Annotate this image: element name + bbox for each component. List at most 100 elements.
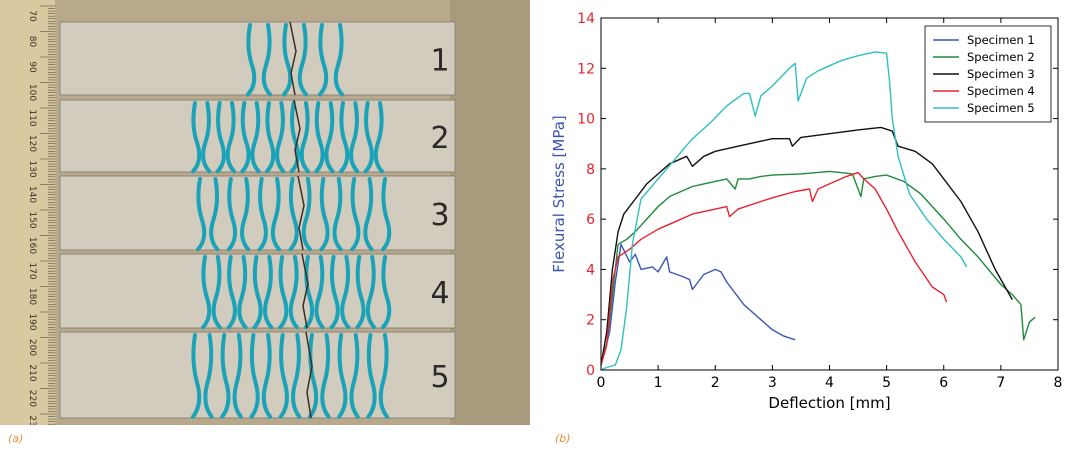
ruler-mark-label: 100 <box>27 84 37 101</box>
crack-marker <box>314 101 325 174</box>
series-line-specimen-4 <box>600 171 948 366</box>
crack-marker <box>201 101 212 174</box>
crack-marker <box>237 255 248 330</box>
crack-marker <box>288 255 299 330</box>
crack-marker <box>307 333 319 419</box>
crack-marker <box>261 333 273 419</box>
ruler-mark-label: 200 <box>27 339 37 356</box>
crack-marker <box>299 101 310 174</box>
crack-marker <box>320 333 331 419</box>
crack-marker <box>319 177 330 252</box>
series-line-specimen-1 <box>600 243 796 366</box>
fracture-line <box>297 175 305 251</box>
ruler-mark-label: 220 <box>27 390 37 407</box>
ruler-mark-label: 120 <box>27 135 37 152</box>
crack-marker <box>220 333 231 419</box>
ruler-mark-label: 140 <box>27 186 37 203</box>
ruler-mark-label: 80 <box>27 36 37 48</box>
crack-marker <box>240 177 251 252</box>
crack-marker <box>278 255 289 330</box>
specimen-number: 5 <box>430 360 449 395</box>
y-tick-label: 0 <box>586 363 595 379</box>
ruler-mark-label: 90 <box>27 61 37 73</box>
crack-marker <box>297 23 308 97</box>
ruler-mark-label: 180 <box>27 288 37 305</box>
crack-marker <box>257 177 268 252</box>
crack-marker <box>252 255 263 330</box>
series-line-specimen-2 <box>600 170 1036 366</box>
crack-marker <box>275 101 286 174</box>
y-tick-label: 4 <box>586 262 595 278</box>
x-tick-label: 0 <box>597 375 606 391</box>
crack-marker <box>337 333 348 419</box>
specimen-number: 2 <box>430 121 449 156</box>
x-tick-label: 1 <box>654 375 663 391</box>
x-tick-label: 5 <box>882 375 891 391</box>
crack-marker <box>363 101 374 174</box>
legend: Specimen 1 Specimen 2 Specimen 3 Specimen 4… <box>924 25 1052 123</box>
ruler-mark-label: 210 <box>27 364 37 381</box>
crack-marker <box>381 177 392 252</box>
crack-marker <box>209 177 220 252</box>
crack-marker <box>288 177 299 252</box>
ruler <box>0 0 55 425</box>
crack-marker <box>350 177 361 252</box>
y-tick-label: 6 <box>586 212 595 228</box>
crack-marker <box>340 255 351 330</box>
panel-caption-a: (a) <box>8 432 24 445</box>
crack-marker <box>249 333 260 419</box>
specimen-photo: 70 80 90 100 110 120 130 140 150 160 170 180 190 200 2… <box>0 0 530 433</box>
x-tick-label: 7 <box>996 375 1005 391</box>
crack-marker <box>282 23 293 97</box>
crack-marker <box>250 101 261 174</box>
crack-marker <box>261 23 272 97</box>
crack-marker <box>232 333 243 419</box>
crack-marker <box>265 101 276 174</box>
series-line-specimen-5 <box>600 51 968 371</box>
flexural-stress-chart: 0 1 2 3 4 5 6 7 8 0 2 4 6 8 10 12 14 Deflection [mm] Flexu… <box>530 0 1066 425</box>
ruler-mark-label: 170 <box>27 262 37 279</box>
x-tick-label: 3 <box>768 375 777 391</box>
specimen-bar <box>59 175 456 251</box>
legend-label: Specimen 5 <box>967 101 1035 115</box>
fracture-line <box>305 331 313 419</box>
crack-marker <box>324 101 335 174</box>
series-line-specimen-3 <box>600 126 1013 366</box>
crack-marker <box>263 255 274 330</box>
crack-marker <box>211 255 222 330</box>
x-tick-label: 6 <box>939 375 948 391</box>
crack-marker <box>226 255 237 330</box>
y-tick-label: 2 <box>586 313 595 329</box>
crack-marker <box>301 177 312 252</box>
crack-marker <box>240 101 251 174</box>
crack-marker <box>201 255 212 330</box>
crack-marker <box>278 333 289 419</box>
ruler-mark-label: 230 <box>27 415 37 425</box>
fracture-line <box>293 99 301 173</box>
crack-marker <box>333 23 344 97</box>
crack-marker <box>191 333 202 419</box>
crack-marker <box>373 101 384 174</box>
legend-label: Specimen 3 <box>967 67 1035 81</box>
crack-marker <box>355 255 366 330</box>
x-tick-label: 8 <box>1054 375 1063 391</box>
crack-marker <box>314 255 325 330</box>
crack-marker <box>318 23 329 97</box>
x-tick-label: 2 <box>711 375 720 391</box>
crack-marker <box>246 23 257 97</box>
legend-label: Specimen 4 <box>967 84 1035 98</box>
y-tick-label: 8 <box>586 162 595 178</box>
ruler-mark-label: 160 <box>27 237 37 254</box>
crack-marker <box>381 255 392 330</box>
crack-marker <box>378 333 389 419</box>
x-axis-label: Deflection [mm] <box>768 394 890 412</box>
y-axis-label: Flexural Stress [MPa] <box>550 115 568 273</box>
crack-marker <box>225 101 236 174</box>
panel-caption-b: (b) <box>555 432 571 445</box>
ruler-mark-label: 130 <box>27 160 37 177</box>
crack-marker <box>365 255 377 330</box>
y-tick-label: 10 <box>577 112 595 128</box>
crack-marker <box>270 177 282 252</box>
crack-marker <box>332 177 343 252</box>
